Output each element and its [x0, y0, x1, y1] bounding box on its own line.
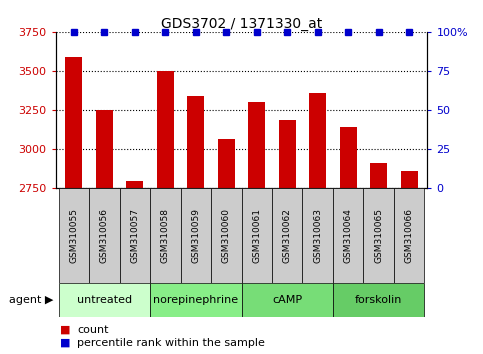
- Text: GSM310060: GSM310060: [222, 208, 231, 263]
- Text: ■: ■: [60, 338, 71, 348]
- Bar: [66, 57, 82, 188]
- Bar: [333, 188, 363, 283]
- Text: forskolin: forskolin: [355, 295, 402, 305]
- Text: GSM310056: GSM310056: [100, 208, 109, 263]
- Bar: [363, 188, 394, 283]
- Text: norepinephrine: norepinephrine: [153, 295, 238, 305]
- Bar: [96, 110, 113, 188]
- Bar: [279, 120, 296, 188]
- Bar: [150, 188, 181, 283]
- Bar: [181, 188, 211, 283]
- Bar: [333, 283, 425, 317]
- Bar: [272, 188, 302, 283]
- Text: GSM310061: GSM310061: [252, 208, 261, 263]
- Bar: [340, 127, 356, 188]
- Bar: [218, 139, 235, 188]
- Text: agent ▶: agent ▶: [9, 295, 53, 305]
- Bar: [242, 283, 333, 317]
- Text: GSM310065: GSM310065: [374, 208, 383, 263]
- Bar: [58, 283, 150, 317]
- Text: cAMP: cAMP: [272, 295, 302, 305]
- Text: GSM310062: GSM310062: [283, 208, 292, 263]
- Title: GDS3702 / 1371330_at: GDS3702 / 1371330_at: [161, 17, 322, 31]
- Text: GSM310066: GSM310066: [405, 208, 413, 263]
- Text: count: count: [77, 325, 109, 335]
- Bar: [120, 188, 150, 283]
- Bar: [150, 283, 242, 317]
- Text: untreated: untreated: [77, 295, 132, 305]
- Text: ■: ■: [60, 325, 71, 335]
- Bar: [248, 102, 265, 188]
- Text: GSM310063: GSM310063: [313, 208, 322, 263]
- Bar: [58, 188, 89, 283]
- Text: GSM310057: GSM310057: [130, 208, 139, 263]
- Bar: [89, 188, 120, 283]
- Text: percentile rank within the sample: percentile rank within the sample: [77, 338, 265, 348]
- Bar: [302, 188, 333, 283]
- Bar: [394, 188, 425, 283]
- Bar: [127, 181, 143, 188]
- Bar: [309, 93, 326, 188]
- Bar: [211, 188, 242, 283]
- Bar: [401, 171, 417, 188]
- Bar: [187, 96, 204, 188]
- Text: GSM310055: GSM310055: [70, 208, 78, 263]
- Bar: [370, 163, 387, 188]
- Bar: [157, 71, 174, 188]
- Bar: [242, 188, 272, 283]
- Text: GSM310058: GSM310058: [161, 208, 170, 263]
- Text: GSM310059: GSM310059: [191, 208, 200, 263]
- Text: GSM310064: GSM310064: [344, 208, 353, 263]
